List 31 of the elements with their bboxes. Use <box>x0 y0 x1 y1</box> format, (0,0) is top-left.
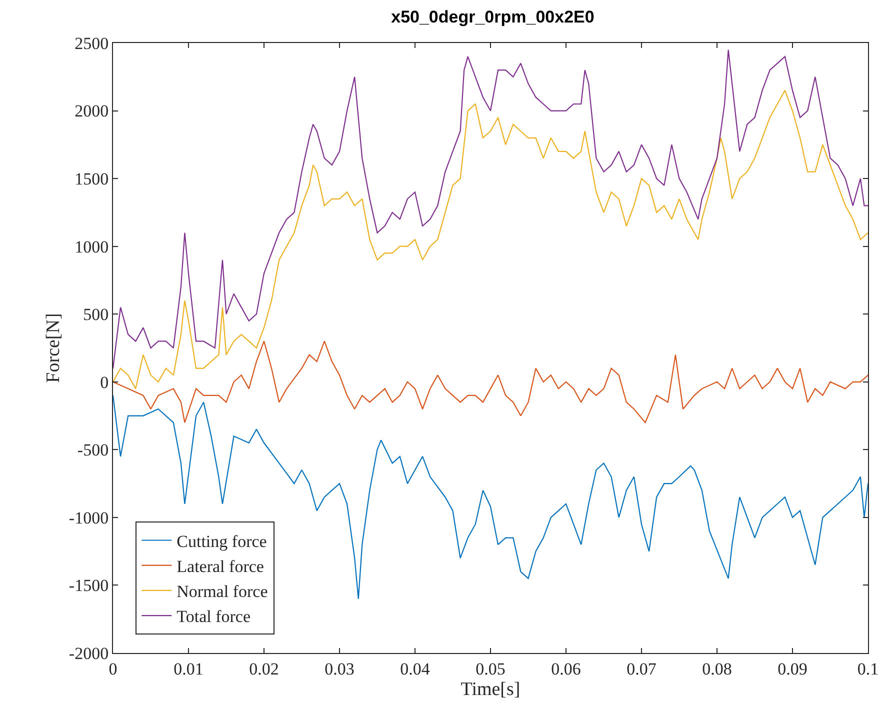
y-tick-label: -1500 <box>68 576 109 596</box>
line-series <box>113 49 868 369</box>
chart-title: x50_0degr_0rpm_00x2E0 <box>391 8 594 27</box>
legend-label: Cutting force <box>176 532 267 551</box>
line-series <box>113 340 868 424</box>
legend-label: Normal force <box>176 582 268 602</box>
x-tick-label: 0.07 <box>626 659 657 678</box>
y-tick-label: -1000 <box>68 508 109 528</box>
y-tick-label: 0 <box>100 372 109 392</box>
legend-label: Lateral force <box>176 556 264 576</box>
x-tick-label: 0.04 <box>400 659 430 678</box>
y-tick-label: -2000 <box>68 644 109 663</box>
y-tick-label: 2500 <box>74 34 109 53</box>
y-tick-label: 2000 <box>74 102 109 121</box>
y-axis-title: Force[N] <box>42 313 64 383</box>
x-tick-label: 0.05 <box>476 659 506 678</box>
x-tick-label: 0.02 <box>249 659 279 678</box>
x-tick-label: 0.03 <box>324 659 354 678</box>
x-tick-label: 0.09 <box>778 659 808 678</box>
line-series <box>113 394 868 600</box>
x-tick-label: 0.01 <box>174 659 204 678</box>
y-tick-label: 500 <box>83 305 109 324</box>
y-tick-label: 1000 <box>74 237 109 256</box>
x-axis-title: Time[s] <box>460 679 520 700</box>
x-tick-label: 0.08 <box>702 659 732 678</box>
line-series <box>113 90 868 390</box>
y-tick-label: -500 <box>77 440 109 460</box>
y-tick-label: 1500 <box>74 170 109 189</box>
x-tick-label: 0.06 <box>551 659 581 678</box>
legend-label: Total force <box>176 607 251 626</box>
x-tick-label: 0.1 <box>857 659 879 678</box>
